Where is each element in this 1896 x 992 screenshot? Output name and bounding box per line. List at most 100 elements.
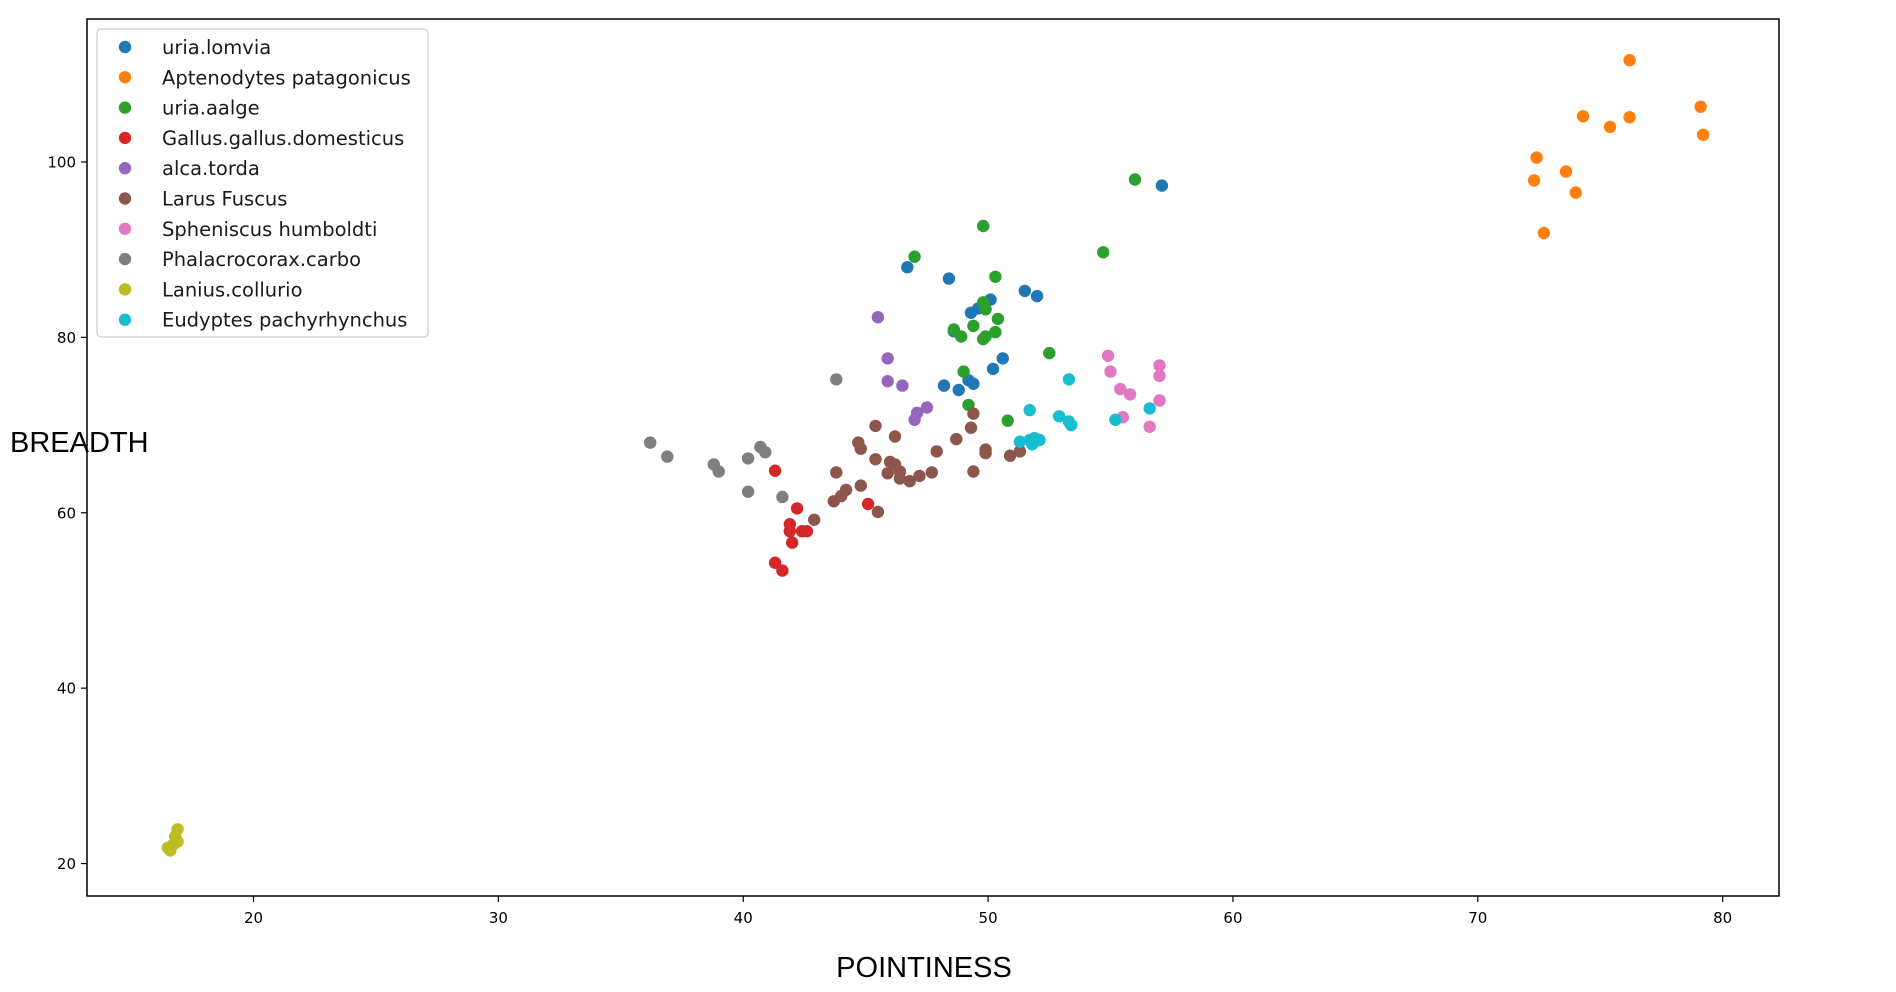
data-point [869,453,882,466]
legend-label: Phalacrocorax.carbo [162,248,361,271]
y-tick-label: 80 [57,329,76,347]
data-point [644,436,657,449]
data-point [1153,359,1166,372]
x-axis: 20 30 40 50 60 70 80 [244,896,1732,927]
legend-marker [118,283,132,296]
data-point [661,450,674,463]
x-tick-label: 20 [244,909,263,927]
data-point [964,421,978,434]
legend-marker [118,313,132,326]
legend-entry: Phalacrocorax.carbo [118,248,361,271]
data-point [790,502,804,515]
data-point [1155,179,1169,192]
data-point [991,312,1005,326]
data-point [1527,174,1541,187]
legend-marker [118,40,132,54]
legend-label: uria.lomvia [162,36,271,59]
legend-entry: uria.aalge [118,97,260,120]
data-point [1003,449,1017,462]
data-point [1143,420,1156,433]
legend-entry: Gallus.gallus.domesticus [118,127,404,150]
data-point [1694,100,1707,113]
legend-entry: Lanius.collurio [118,278,303,301]
data-point [996,352,1009,365]
data-point [937,379,951,392]
x-tick-label: 60 [1223,909,1242,927]
data-point [869,419,882,433]
data-point [955,330,968,343]
data-point [989,270,1002,283]
data-point [776,490,789,504]
legend-label: Lanius.collurio [162,278,303,301]
data-point [1623,111,1636,124]
legend-marker [118,71,132,84]
data-point [986,362,1000,376]
data-point [920,401,934,414]
data-point [1114,382,1127,396]
legend-label: uria.aalge [162,97,260,120]
series-2 [908,173,1142,427]
x-axis-label: POINTINESS [836,952,1012,984]
data-point [854,442,867,455]
legend-entry: Aptenodytes patagonicus [118,66,411,89]
data-point [1153,394,1166,407]
plot-frame [86,18,1780,897]
data-point [871,505,885,519]
data-point [967,377,980,390]
series-6 [1101,349,1166,433]
data-point [881,375,894,388]
legend-box [96,28,429,338]
data-point [1026,438,1039,451]
data-point [1104,365,1117,378]
legend-marker [118,101,132,114]
series-3 [768,464,875,577]
data-point [1097,246,1110,259]
x-tick-label: 30 [489,909,508,927]
data-point [741,485,755,498]
data-point [861,497,875,511]
data-point [854,479,867,492]
data-point [1018,284,1031,298]
data-point [1537,226,1551,240]
y-axis: 20 40 60 80 100 [47,153,87,873]
y-tick-label: 20 [57,855,76,873]
data-point [942,272,956,285]
legend-entry: Larus Fuscus [118,188,287,211]
data-point [1696,128,1710,141]
data-point [957,365,970,378]
data-point [893,472,907,485]
data-point [908,413,921,426]
data-point [977,332,990,346]
legend-marker [118,252,132,266]
data-point [950,432,963,446]
data-point [881,467,894,480]
data-point [759,446,772,459]
series-5 [808,407,1027,526]
legend-label: Eudyptes pachyrhynchus [162,309,407,332]
data-point [808,513,821,526]
data-point [1013,435,1027,448]
data-point [1123,388,1137,401]
data-point [776,564,789,577]
data-point [1043,346,1056,360]
data-point [1559,165,1573,178]
y-tick-label: 100 [47,153,76,171]
data-point [979,303,992,316]
data-point [888,430,902,443]
data-point [1576,110,1590,123]
data-point [1030,289,1044,303]
data-point [1530,151,1543,164]
data-point [977,219,990,233]
data-point [901,261,914,274]
legend-label: Aptenodytes patagonicus [162,66,411,89]
y-axis-label: BREADTH [10,427,149,459]
legend-marker [118,192,132,205]
data-point [896,379,909,392]
legend-label: Larus Fuscus [162,188,287,211]
data-point [1109,413,1122,426]
data-point [1143,402,1156,415]
legend-marker [118,162,132,175]
data-point [800,525,814,538]
data-point [1603,120,1617,134]
